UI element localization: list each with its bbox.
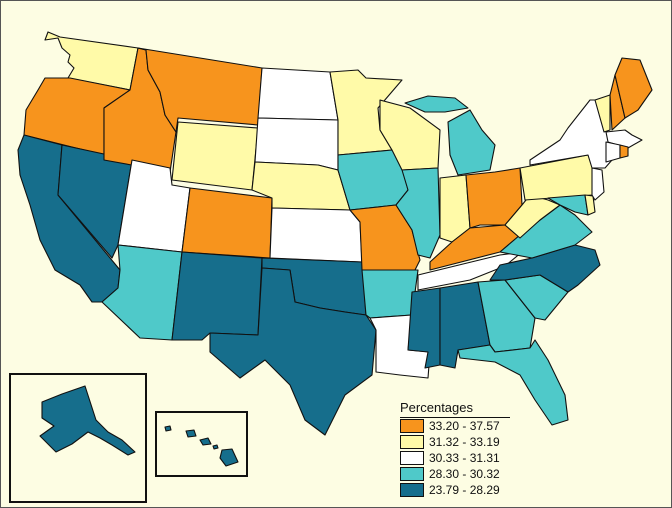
state-co <box>181 187 273 259</box>
state-wy <box>171 121 259 191</box>
legend-label: 30.33 - 31.31 <box>429 451 500 465</box>
state-wa <box>44 31 139 91</box>
state-nj <box>591 167 605 201</box>
state-hi <box>164 425 239 467</box>
state-mn <box>329 69 403 156</box>
state-ks <box>269 207 363 263</box>
state-md <box>547 194 589 216</box>
state-de <box>584 194 596 216</box>
state-nd <box>257 67 339 121</box>
legend-swatch <box>400 467 424 481</box>
state-ct <box>605 141 621 163</box>
legend-swatch <box>400 451 424 465</box>
legend-item: 23.79 - 28.29 <box>400 482 520 498</box>
legend-item: 30.33 - 31.31 <box>400 450 520 466</box>
legend-label: 31.32 - 33.19 <box>429 435 500 449</box>
legend-label: 23.79 - 28.29 <box>429 483 500 497</box>
legend-item: 31.32 - 33.19 <box>400 434 520 450</box>
hawaii-inset-box <box>155 411 248 477</box>
state-vt <box>594 94 611 133</box>
state-mi-upper <box>404 95 469 113</box>
legend-title: Percentages <box>400 400 510 418</box>
legend-item: 33.20 - 37.57 <box>400 418 520 434</box>
state-fl <box>457 339 569 426</box>
state-az <box>101 244 183 341</box>
state-me <box>614 57 653 119</box>
legend: Percentages 33.20 - 37.57 31.32 - 33.19 … <box>400 400 520 498</box>
legend-swatch <box>400 435 424 449</box>
legend-swatch <box>400 419 424 433</box>
state-ak <box>39 385 136 456</box>
state-ar <box>361 269 419 319</box>
legend-label: 28.30 - 30.32 <box>429 467 500 481</box>
legend-item: 28.30 - 30.32 <box>400 466 520 482</box>
legend-swatch <box>400 483 424 497</box>
state-ri <box>619 144 629 159</box>
state-wv <box>504 194 561 239</box>
state-il <box>395 167 441 259</box>
legend-label: 33.20 - 37.57 <box>429 419 500 433</box>
state-tx <box>209 267 377 436</box>
state-nm <box>171 251 263 341</box>
state-mi <box>447 109 496 176</box>
